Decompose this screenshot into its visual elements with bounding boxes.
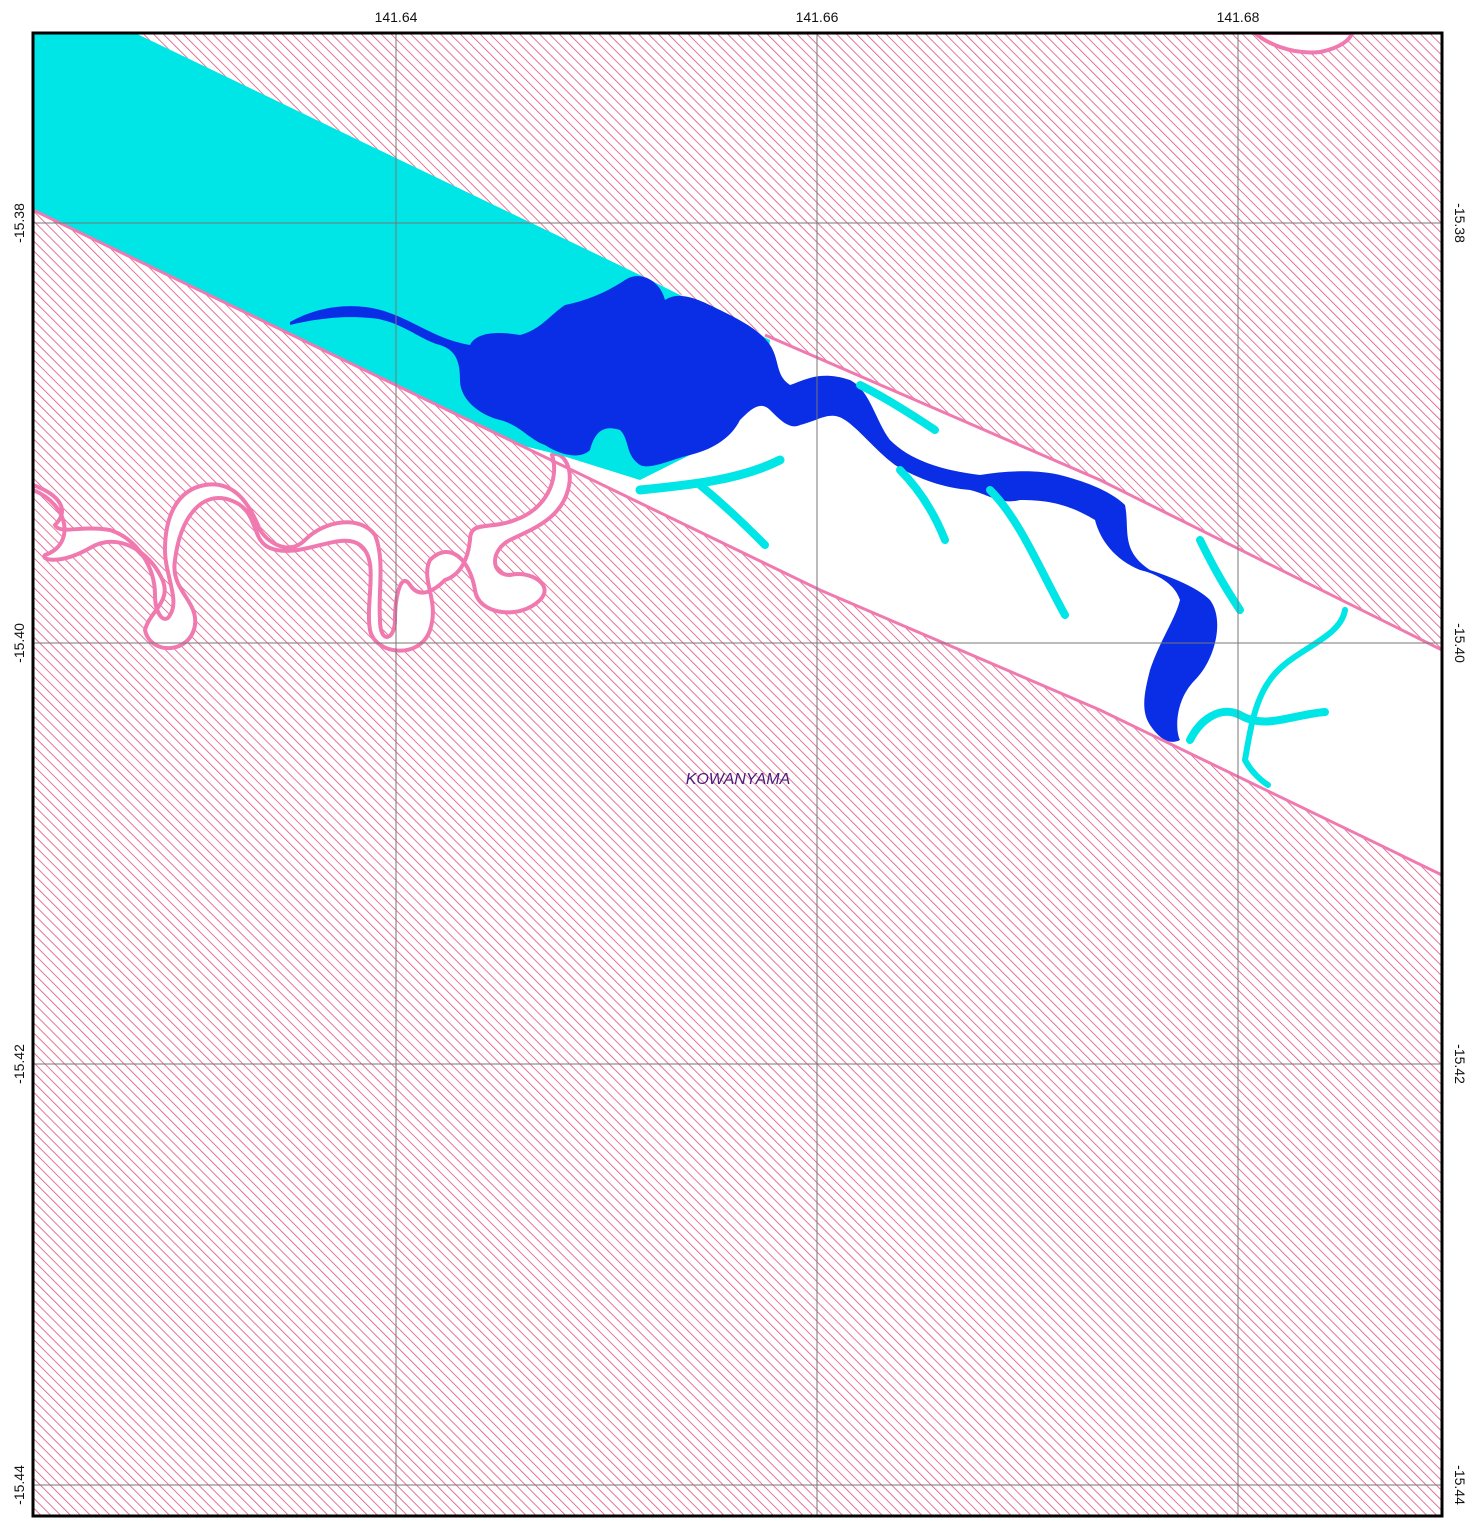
- tributary-cyan-3: [896, 466, 949, 544]
- lat-label-right-2: -15.40: [1452, 623, 1468, 663]
- lat-label-left-2: -15.40: [11, 623, 27, 663]
- lon-label-3: 141.68: [1217, 9, 1260, 25]
- lon-label-1: 141.64: [375, 9, 418, 25]
- river-meander-west: [33, 452, 572, 653]
- tributary-cyan-5: [1196, 536, 1244, 614]
- tributary-cyan-6: [1241, 607, 1348, 788]
- tributary-cyan-2: [696, 481, 769, 549]
- boundary-north-edge: [764, 333, 1442, 652]
- tributary-cyan-1: [635, 455, 785, 495]
- lat-label-left-4: -15.44: [11, 1465, 27, 1505]
- hatched-zone-north: [33, 33, 1442, 650]
- lat-label-right-4: -15.44: [1452, 1465, 1468, 1505]
- map-frame: [31, 31, 1444, 1518]
- lat-label-right-3: -15.42: [1452, 1044, 1468, 1084]
- boundary-south-edge: [33, 208, 1442, 877]
- place-label-kowanyama: KOWANYAMA: [686, 771, 791, 788]
- lat-label-left-3: -15.42: [11, 1044, 27, 1084]
- lat-label-left-1: -15.38: [11, 203, 27, 243]
- hatched-zone-south: [33, 210, 1442, 1516]
- tributary-cyan-7: [1186, 707, 1329, 744]
- lat-label-right-1: -15.38: [1452, 203, 1468, 243]
- river-channel-deep: [290, 276, 1218, 742]
- tributary-cyan-8: [856, 381, 939, 434]
- river-loop-northeast: [1252, 33, 1355, 55]
- lon-label-2: 141.66: [796, 9, 839, 25]
- graticule: [33, 33, 1442, 1516]
- tributary-cyan-4: [986, 486, 1069, 619]
